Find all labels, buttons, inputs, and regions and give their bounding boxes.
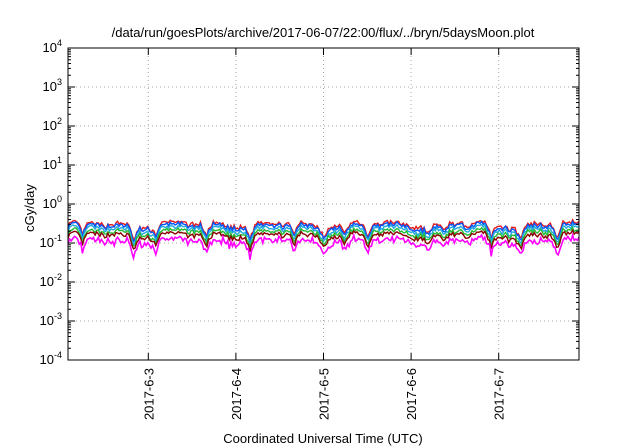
chart-title: /data/run/goesPlots/archive/2017-06-07/2… (112, 25, 535, 40)
x-tick-label: 2017-6-6 (404, 368, 419, 420)
y-tick-label: 10-4 (40, 350, 62, 367)
y-tick-label: 10-1 (40, 233, 62, 250)
grid (68, 48, 579, 360)
series-line (67, 228, 580, 253)
y-tick-label: 10-3 (40, 311, 62, 328)
series-line (67, 232, 580, 262)
x-tick-label: 2017-6-4 (229, 368, 244, 420)
x-tick-label: 2017-6-5 (317, 368, 332, 420)
y-tick-label: 101 (43, 155, 62, 172)
x-tick-label: 2017-6-3 (141, 368, 156, 420)
x-axis-label: Coordinated Universal Time (UTC) (223, 431, 422, 446)
y-tick-label: 100 (43, 194, 62, 211)
x-tick-label: 2017-6-7 (492, 368, 507, 420)
y-axis-label: cGy/day (22, 184, 37, 232)
y-tick-label: 102 (43, 116, 62, 133)
y-tick-label: 103 (43, 77, 62, 94)
y-ticks: 10-4 10-3 10-2 10-1 100 101 102 103 104 (40, 38, 579, 367)
y-tick-label: 104 (43, 38, 62, 55)
y-tick-label: 10-2 (40, 272, 62, 289)
x-ticks: 2017-6-3 2017-6-4 2017-6-5 2017-6-6 2017-6-7 (141, 48, 507, 420)
series-layer (67, 218, 580, 262)
series-line (67, 222, 580, 246)
